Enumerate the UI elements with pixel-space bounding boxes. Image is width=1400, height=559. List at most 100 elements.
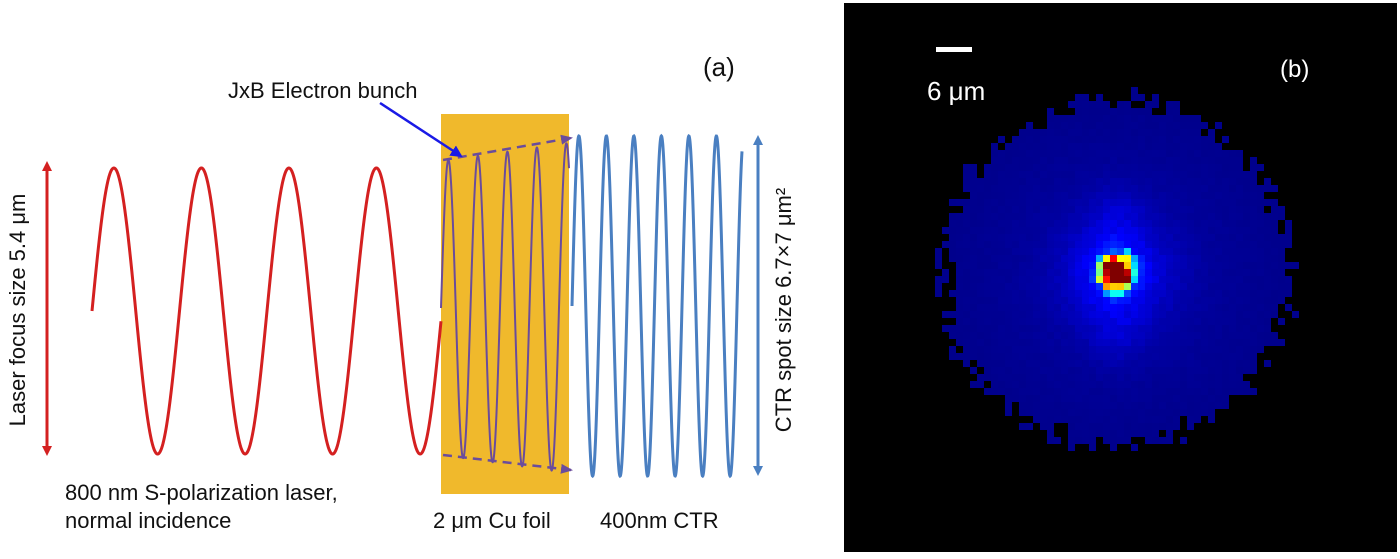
intensity-pixel: [970, 248, 977, 255]
intensity-pixel: [1089, 388, 1096, 395]
intensity-pixel: [1005, 332, 1012, 339]
intensity-pixel: [1131, 297, 1138, 304]
intensity-pixel: [1075, 255, 1082, 262]
intensity-pixel: [1019, 388, 1026, 395]
intensity-pixel: [1152, 360, 1159, 367]
intensity-pixel: [1187, 241, 1194, 248]
intensity-pixel: [1250, 262, 1257, 269]
intensity-pixel: [1110, 395, 1117, 402]
intensity-pixel: [1194, 353, 1201, 360]
intensity-pixel: [1257, 283, 1264, 290]
intensity-pixel: [1201, 241, 1208, 248]
intensity-pixel: [1159, 227, 1166, 234]
intensity-pixel: [1180, 402, 1187, 409]
intensity-pixel: [963, 262, 970, 269]
intensity-pixel: [1187, 136, 1194, 143]
intensity-pixel: [1250, 353, 1257, 360]
intensity-pixel: [1131, 339, 1138, 346]
intensity-pixel: [1222, 304, 1229, 311]
intensity-pixel: [1005, 381, 1012, 388]
intensity-pixel: [1082, 388, 1089, 395]
intensity-pixel: [1278, 283, 1285, 290]
intensity-pixel: [1047, 115, 1054, 122]
intensity-pixel: [1068, 206, 1075, 213]
intensity-pixel: [1138, 423, 1145, 430]
intensity-pixel: [1145, 332, 1152, 339]
intensity-pixel: [1131, 311, 1138, 318]
intensity-pixel: [1215, 206, 1222, 213]
intensity-pixel: [1152, 346, 1159, 353]
intensity-pixel: [970, 213, 977, 220]
intensity-pixel: [1075, 430, 1082, 437]
intensity-pixel: [1061, 283, 1068, 290]
intensity-pixel: [1124, 171, 1131, 178]
intensity-pixel: [1054, 318, 1061, 325]
intensity-pixel: [1096, 192, 1103, 199]
intensity-pixel: [1173, 213, 1180, 220]
intensity-pixel: [1047, 374, 1054, 381]
intensity-pixel: [1117, 283, 1124, 290]
intensity-pixel: [1068, 220, 1075, 227]
intensity-pixel: [998, 192, 1005, 199]
intensity-pixel: [1089, 108, 1096, 115]
intensity-pixel: [1054, 339, 1061, 346]
intensity-pixel: [1040, 423, 1047, 430]
intensity-pixel: [1208, 227, 1215, 234]
intensity-pixel: [970, 185, 977, 192]
intensity-pixel: [998, 304, 1005, 311]
intensity-pixel: [1138, 269, 1145, 276]
intensity-pixel: [1054, 269, 1061, 276]
intensity-pixel: [1082, 304, 1089, 311]
intensity-pixel: [956, 297, 963, 304]
intensity-pixel: [1264, 213, 1271, 220]
intensity-pixel: [1145, 325, 1152, 332]
intensity-pixel: [1068, 227, 1075, 234]
intensity-pixel: [1089, 185, 1096, 192]
intensity-pixel: [1278, 290, 1285, 297]
intensity-pixel: [1201, 360, 1208, 367]
intensity-pixel: [1033, 178, 1040, 185]
intensity-pixel: [1131, 444, 1138, 451]
intensity-pixel: [1110, 150, 1117, 157]
intensity-pixel: [1208, 346, 1215, 353]
intensity-pixel: [1159, 360, 1166, 367]
intensity-pixel: [977, 332, 984, 339]
intensity-pixel: [1124, 199, 1131, 206]
intensity-pixel: [1075, 437, 1082, 444]
intensity-pixel: [1166, 325, 1173, 332]
intensity-pixel: [1187, 192, 1194, 199]
intensity-pixel: [970, 367, 977, 374]
intensity-pixel: [1082, 353, 1089, 360]
intensity-pixel: [977, 374, 984, 381]
intensity-pixel: [1222, 136, 1229, 143]
intensity-pixel: [1110, 164, 1117, 171]
intensity-pixel: [1117, 416, 1124, 423]
intensity-pixel: [1089, 339, 1096, 346]
intensity-pixel: [977, 290, 984, 297]
intensity-pixel: [1208, 262, 1215, 269]
intensity-pixel: [1131, 115, 1138, 122]
intensity-pixel: [1110, 367, 1117, 374]
intensity-pixel: [1166, 108, 1173, 115]
intensity-pixel: [1033, 234, 1040, 241]
intensity-pixel: [1201, 199, 1208, 206]
intensity-pixel: [1117, 164, 1124, 171]
intensity-pixel: [1096, 143, 1103, 150]
intensity-pixel: [1026, 318, 1033, 325]
intensity-pixel: [1047, 325, 1054, 332]
intensity-pixel: [935, 262, 942, 269]
intensity-pixel: [1243, 318, 1250, 325]
intensity-pixel: [998, 227, 1005, 234]
intensity-pixel: [1096, 381, 1103, 388]
intensity-pixel: [1124, 262, 1131, 269]
intensity-pixel: [1152, 437, 1159, 444]
intensity-pixel: [1131, 332, 1138, 339]
intensity-pixel: [1026, 290, 1033, 297]
intensity-pixel: [1236, 374, 1243, 381]
intensity-pixel: [1257, 318, 1264, 325]
intensity-pixel: [1061, 206, 1068, 213]
intensity-pixel: [1110, 122, 1117, 129]
intensity-pixel: [1222, 332, 1229, 339]
intensity-pixel: [1040, 234, 1047, 241]
intensity-pixel: [1236, 346, 1243, 353]
